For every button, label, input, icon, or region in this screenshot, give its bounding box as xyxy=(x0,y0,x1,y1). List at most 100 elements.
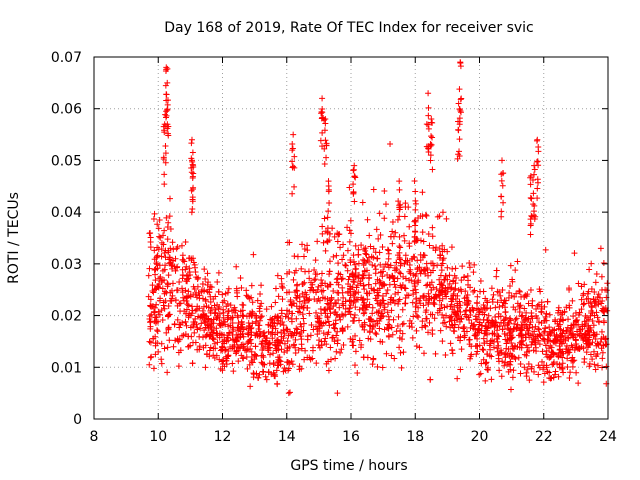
data-point xyxy=(284,307,291,314)
data-point xyxy=(485,312,492,319)
data-point xyxy=(279,296,286,303)
data-point xyxy=(238,352,245,359)
data-point xyxy=(421,350,428,357)
data-point xyxy=(331,299,338,306)
data-point xyxy=(150,308,157,315)
data-point xyxy=(599,349,606,356)
data-point xyxy=(530,208,537,215)
data-point xyxy=(419,229,426,236)
y-tick-label: 0.05 xyxy=(51,153,82,169)
data-point xyxy=(201,327,208,334)
data-point xyxy=(377,315,384,322)
data-point xyxy=(241,347,248,354)
data-point xyxy=(330,288,337,295)
data-point xyxy=(578,283,585,290)
data-point xyxy=(415,314,422,321)
data-point xyxy=(513,290,520,297)
data-point xyxy=(564,355,571,362)
data-point xyxy=(425,125,432,132)
data-point xyxy=(289,158,296,165)
data-point xyxy=(496,323,503,330)
data-point xyxy=(525,361,532,368)
data-point xyxy=(249,320,256,327)
data-point xyxy=(301,298,308,305)
data-point xyxy=(160,155,167,162)
data-point xyxy=(333,300,340,307)
data-point xyxy=(544,368,551,375)
data-point xyxy=(147,244,154,251)
data-point xyxy=(319,223,326,230)
data-point xyxy=(531,171,538,178)
data-point xyxy=(288,318,295,325)
data-point xyxy=(527,286,534,293)
data-point xyxy=(344,247,351,254)
data-point xyxy=(331,233,338,240)
data-point xyxy=(267,331,274,338)
data-point xyxy=(565,335,572,342)
data-point xyxy=(365,258,372,265)
data-point xyxy=(401,232,408,239)
data-point xyxy=(381,304,388,311)
data-point xyxy=(396,204,403,211)
data-point xyxy=(366,328,373,335)
data-point xyxy=(542,324,549,331)
data-point xyxy=(503,340,510,347)
data-point xyxy=(327,281,334,288)
data-point xyxy=(365,316,372,323)
data-point xyxy=(188,209,195,216)
data-point xyxy=(347,292,354,299)
data-point xyxy=(543,364,550,371)
data-point xyxy=(164,107,171,114)
data-point xyxy=(394,252,401,259)
data-point xyxy=(298,365,305,372)
data-point xyxy=(572,336,579,343)
data-point xyxy=(337,349,344,356)
data-point xyxy=(457,337,464,344)
data-point xyxy=(411,178,418,185)
data-point xyxy=(431,301,438,308)
data-point xyxy=(318,342,325,349)
data-point xyxy=(481,311,488,318)
data-point xyxy=(253,370,260,377)
data-point xyxy=(176,324,183,331)
data-point-peak xyxy=(322,116,329,123)
data-point xyxy=(161,127,168,134)
data-point xyxy=(448,244,455,251)
data-point xyxy=(188,140,195,147)
data-point xyxy=(574,328,581,335)
data-point xyxy=(425,112,432,119)
data-point xyxy=(569,363,576,370)
data-point xyxy=(405,292,412,299)
data-point xyxy=(482,359,489,366)
data-point xyxy=(330,253,337,260)
data-point xyxy=(300,293,307,300)
data-point xyxy=(536,341,543,348)
data-point xyxy=(527,216,534,223)
data-point xyxy=(274,314,281,321)
data-point xyxy=(318,319,325,326)
data-point xyxy=(151,318,158,325)
data-point xyxy=(467,324,474,331)
data-point xyxy=(326,268,333,275)
data-point xyxy=(284,359,291,366)
data-point xyxy=(432,247,439,254)
data-point xyxy=(239,330,246,337)
data-point xyxy=(145,272,152,279)
data-point xyxy=(351,279,358,286)
data-point xyxy=(168,297,175,304)
data-point xyxy=(334,275,341,282)
data-point xyxy=(352,242,359,249)
data-point xyxy=(176,336,183,343)
data-point xyxy=(425,231,432,238)
data-point xyxy=(265,321,272,328)
data-point xyxy=(397,244,404,251)
data-point xyxy=(396,233,403,240)
data-point xyxy=(197,314,204,321)
data-point xyxy=(200,303,207,310)
data-point xyxy=(359,272,366,279)
data-point xyxy=(340,294,347,301)
data-point xyxy=(526,334,533,341)
data-point xyxy=(428,141,435,148)
data-point xyxy=(496,303,503,310)
data-point xyxy=(304,247,311,254)
